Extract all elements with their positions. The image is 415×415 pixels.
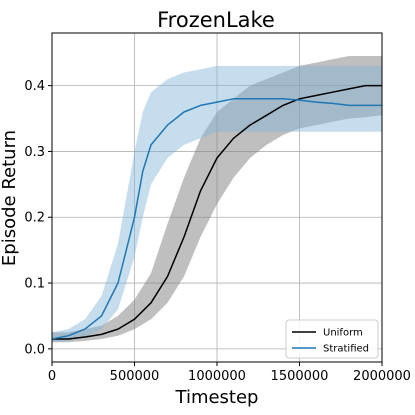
x-axis: 0 500000 1000000 1500000 2000000 — [48, 362, 411, 384]
chart-title: FrozenLake — [157, 8, 275, 32]
y-tick-label-0: 0.0 — [24, 342, 45, 357]
x-tick-label-3: 1500000 — [271, 369, 329, 384]
legend: Uniform Stratified — [285, 319, 379, 359]
confidence-bands — [52, 56, 382, 343]
line-stratified — [51, 98, 382, 340]
y-axis: 0.0 0.1 0.2 0.3 0.4 — [24, 79, 52, 357]
x-tick-label-4: 2000000 — [353, 369, 411, 384]
y-tick-label-1: 0.1 — [24, 277, 45, 292]
y-axis-label: Episode Return — [0, 130, 20, 266]
y-tick-label-4: 0.4 — [24, 79, 45, 94]
band-uniform — [52, 56, 382, 343]
x-tick-label-0: 0 — [48, 369, 56, 384]
y-tick-label-2: 0.2 — [24, 211, 45, 226]
legend-label-uniform: Uniform — [323, 328, 363, 339]
band-stratified — [52, 65, 382, 343]
series-lines — [51, 84, 382, 340]
x-tick-label-2: 1000000 — [188, 369, 246, 384]
line-uniform — [52, 84, 382, 340]
x-tick-label-1: 500000 — [110, 369, 160, 384]
y-tick-label-3: 0.3 — [24, 145, 45, 160]
legend-label-stratified: Stratified — [323, 344, 369, 355]
x-axis-label: Timestep — [175, 387, 259, 408]
